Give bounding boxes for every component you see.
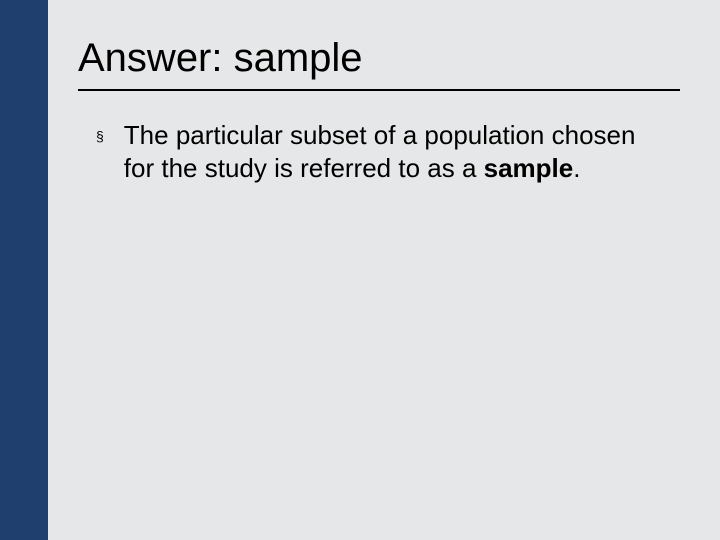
body-text-suffix: . [573, 153, 580, 183]
body-text-bold: sample [484, 153, 574, 183]
bullet-item: § The particular subset of a population … [78, 119, 680, 184]
sidebar-accent [0, 0, 48, 540]
bullet-glyph-icon: § [96, 128, 104, 144]
slide-content: Answer: sample § The particular subset o… [78, 36, 680, 184]
body-paragraph: The particular subset of a population ch… [124, 119, 644, 184]
slide-title: Answer: sample [78, 36, 680, 91]
